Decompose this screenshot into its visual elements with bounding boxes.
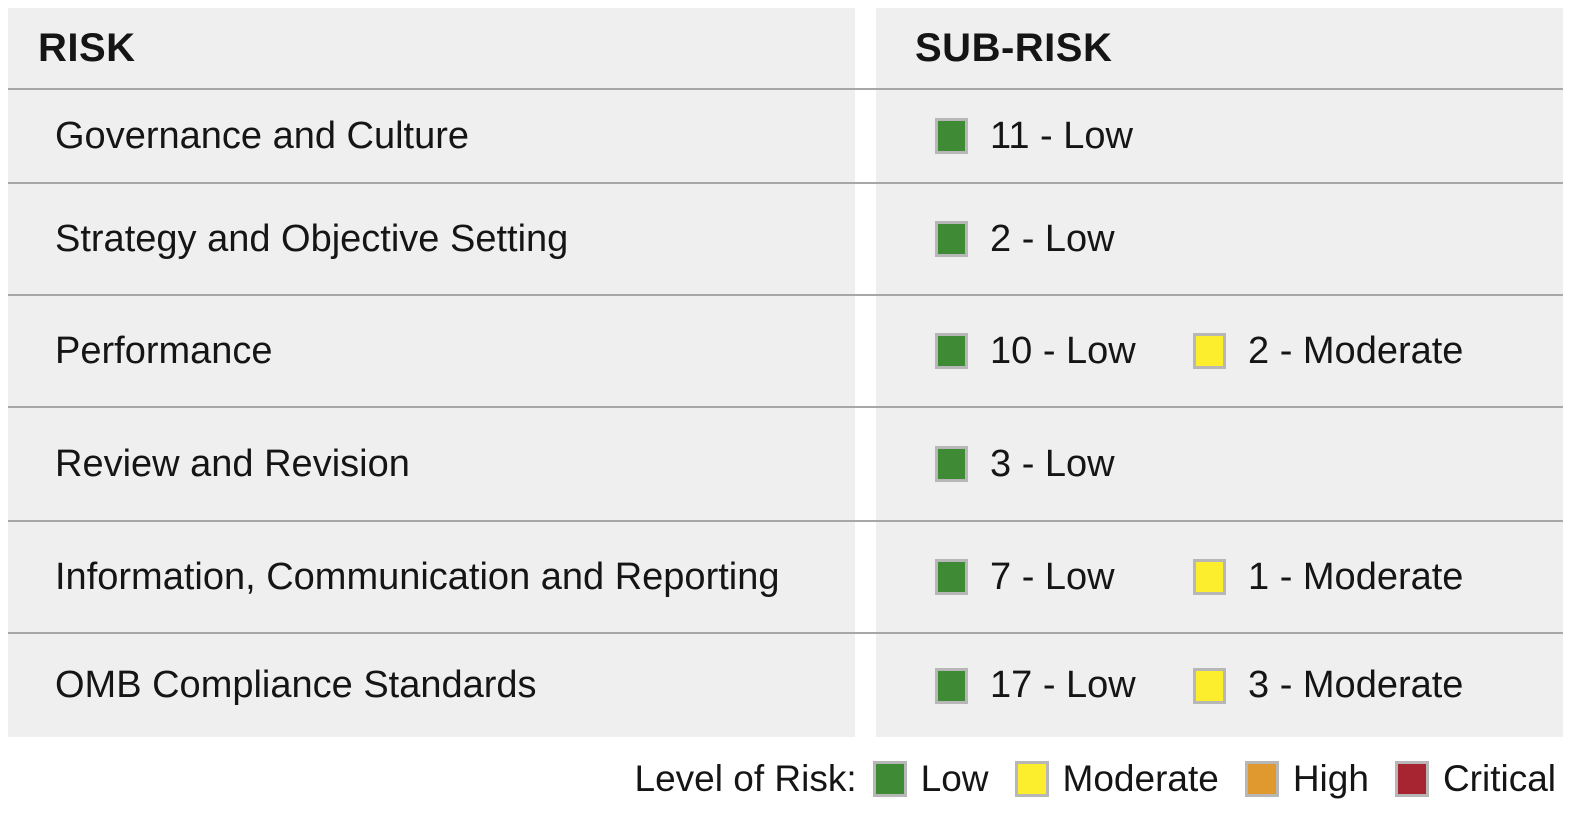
table-row: OMB Compliance Standards 17 - Low 3 - Mod…	[8, 634, 1563, 737]
sub-risk-column-header: SUB-RISK	[915, 25, 1113, 70]
sub-risk-chip: 3 - Moderate	[1193, 664, 1463, 707]
sub-risk-count-label: 3 - Moderate	[1248, 664, 1464, 706]
moderate-risk-swatch-icon	[1193, 559, 1226, 595]
legend-item-moderate: Moderate	[1014, 758, 1219, 800]
legend-title: Level of Risk:	[634, 758, 857, 799]
sub-risk-count-label: 2 - Low	[990, 217, 1115, 260]
sub-risk-count-label: 11 - Low	[990, 114, 1133, 157]
sub-risk-count-label: 17 - Low	[990, 664, 1136, 706]
sub-risk-cell: 3 - Low	[876, 408, 1563, 520]
sub-risk-chip: 3 - Low	[935, 443, 1115, 486]
moderate-risk-swatch-icon	[1193, 667, 1226, 704]
high-legend-swatch-icon	[1244, 761, 1279, 797]
legend-label: Low	[920, 758, 989, 799]
risk-cell: Review and Revision	[8, 408, 855, 520]
low-risk-swatch-icon	[935, 667, 968, 704]
risk-label: Performance	[55, 329, 273, 372]
sub-risk-count-label: 7 - Low	[990, 555, 1115, 598]
risk-cell: Strategy and Objective Setting	[8, 184, 855, 294]
critical-legend-swatch-icon	[1394, 761, 1429, 797]
column-gap	[855, 8, 876, 88]
sub-risk-chips: 17 - Low 3 - Moderate	[876, 664, 1563, 707]
sub-risk-count-label: 1 - Moderate	[1248, 555, 1464, 598]
legend-item-critical: Critical	[1394, 758, 1556, 800]
column-gap	[855, 296, 876, 406]
low-risk-swatch-icon	[935, 118, 968, 154]
table-row: Information, Communication and Reporting…	[8, 522, 1563, 634]
sub-risk-chips: 7 - Low 1 - Moderate	[876, 556, 1563, 599]
low-risk-swatch-icon	[935, 559, 968, 595]
risk-column-header: RISK	[38, 25, 136, 70]
sub-risk-chip: 17 - Low	[935, 664, 1193, 707]
column-gap	[855, 184, 876, 294]
table-row: Strategy and Objective Setting 2 - Low	[8, 184, 1563, 296]
table-row: Performance 10 - Low 2 - Moderate	[8, 296, 1563, 408]
legend-item-low: Low	[872, 758, 989, 800]
table-row: Review and Revision 3 - Low	[8, 408, 1563, 522]
risk-cell: OMB Compliance Standards	[8, 634, 855, 737]
sub-risk-chip: 10 - Low	[935, 330, 1193, 373]
table-row: Governance and Culture 11 - Low	[8, 90, 1563, 184]
risk-label: Information, Communication and Reporting	[55, 555, 780, 598]
sub-risk-chips: 2 - Low	[876, 218, 1563, 261]
sub-risk-chip: 1 - Moderate	[1193, 556, 1463, 599]
sub-risk-chip: 11 - Low	[935, 115, 1133, 158]
low-risk-swatch-icon	[935, 333, 968, 369]
sub-risk-chip: 2 - Low	[935, 218, 1115, 261]
risk-label: OMB Compliance Standards	[55, 664, 537, 706]
sub-risk-chips: 11 - Low	[876, 115, 1563, 158]
risk-level-legend: Level of Risk: Low Moderate High Critical	[0, 743, 1556, 815]
column-gap	[855, 90, 876, 182]
sub-risk-cell: 10 - Low 2 - Moderate	[876, 296, 1563, 406]
sub-risk-cell: 11 - Low	[876, 90, 1563, 182]
sub-risk-chip: 2 - Moderate	[1193, 330, 1463, 373]
column-gap	[855, 522, 876, 632]
risk-cell: Performance	[8, 296, 855, 406]
sub-risk-cell: 7 - Low 1 - Moderate	[876, 522, 1563, 632]
low-risk-swatch-icon	[935, 221, 968, 257]
risk-label: Governance and Culture	[55, 114, 470, 157]
sub-risk-count-label: 10 - Low	[990, 329, 1136, 372]
sub-risk-cell: 17 - Low 3 - Moderate	[876, 634, 1563, 737]
sub-risk-count-label: 3 - Low	[990, 442, 1115, 485]
low-legend-swatch-icon	[872, 761, 907, 797]
table-header-row: RISK SUB-RISK	[8, 8, 1563, 90]
column-gap	[855, 408, 876, 520]
sub-risk-count-label: 2 - Moderate	[1248, 329, 1464, 372]
low-risk-swatch-icon	[935, 446, 968, 482]
sub-risk-chips: 10 - Low 2 - Moderate	[876, 330, 1563, 373]
risk-table: RISK SUB-RISK Governance and Culture 11 …	[8, 8, 1563, 737]
legend-label: Critical	[1442, 758, 1556, 799]
sub-risk-header-cell: SUB-RISK	[876, 8, 1563, 88]
moderate-risk-swatch-icon	[1193, 333, 1226, 369]
risk-cell: Information, Communication and Reporting	[8, 522, 855, 632]
legend-item-high: High	[1244, 758, 1369, 800]
risk-cell: Governance and Culture	[8, 90, 855, 182]
risk-header-cell: RISK	[8, 8, 855, 88]
sub-risk-chips: 3 - Low	[876, 443, 1563, 486]
legend-label: High	[1292, 758, 1369, 799]
moderate-legend-swatch-icon	[1014, 761, 1049, 797]
sub-risk-cell: 2 - Low	[876, 184, 1563, 294]
column-gap	[855, 634, 876, 737]
risk-label: Review and Revision	[55, 442, 410, 485]
risk-label: Strategy and Objective Setting	[55, 217, 569, 260]
legend-label: Moderate	[1062, 758, 1219, 799]
sub-risk-chip: 7 - Low	[935, 556, 1193, 599]
